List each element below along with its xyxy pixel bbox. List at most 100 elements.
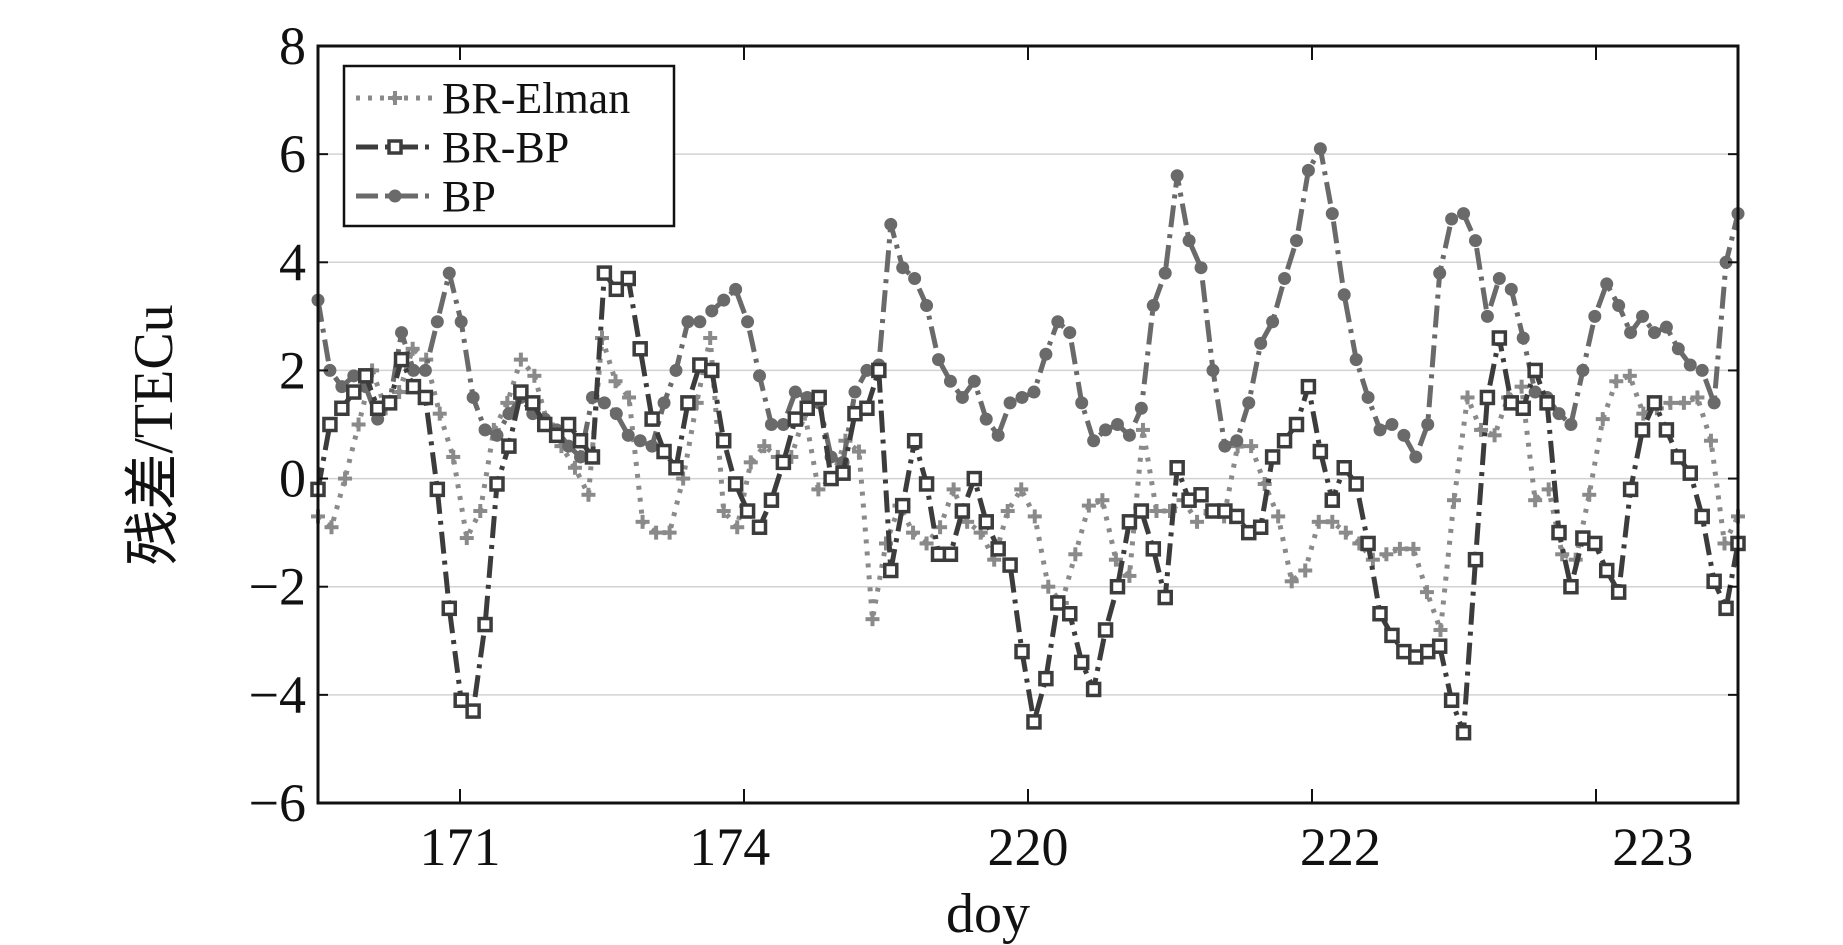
data-point-circle (1373, 423, 1387, 437)
data-point-circle (633, 434, 647, 448)
data-point-circle (406, 363, 420, 377)
data-point-square (1431, 638, 1448, 654)
data-point-circle (1122, 428, 1136, 442)
data-point-circle (1158, 266, 1172, 280)
data-point-circle (1134, 401, 1148, 415)
data-point-circle (979, 412, 993, 426)
data-point-square (560, 416, 577, 433)
data-point-plus (1419, 585, 1434, 600)
data-point-circle (967, 374, 981, 388)
data-point-plus (1122, 568, 1137, 583)
data-point-circle (609, 407, 623, 421)
legend-label: BR-BP (442, 123, 569, 172)
data-point-plus (1703, 433, 1718, 448)
legend-entry: BR-Elman (356, 74, 630, 123)
data-point-square (1193, 487, 1209, 503)
data-point-circle (920, 299, 934, 313)
data-point-square (1706, 573, 1722, 590)
data-point-square (548, 427, 565, 444)
data-point-circle (1289, 234, 1303, 248)
data-point-circle (1552, 407, 1566, 421)
data-point-plus (338, 471, 353, 486)
data-point-plus (851, 444, 866, 459)
data-point-circle (1015, 390, 1029, 404)
data-point-circle (896, 261, 910, 275)
data-point-plus (1284, 574, 1299, 589)
data-point-square (1097, 622, 1114, 638)
data-point-plus (1447, 493, 1461, 508)
data-point-plus (1622, 368, 1637, 383)
data-point-circle (1266, 315, 1280, 329)
data-point-plus (1365, 552, 1380, 567)
legend-entry: BP (356, 172, 496, 221)
data-point-plus (1068, 547, 1083, 562)
data-point-plus (1676, 395, 1691, 410)
data-point-plus (1609, 374, 1624, 389)
data-point-square (1479, 389, 1496, 406)
data-point-circle (335, 380, 349, 394)
data-point-circle (1349, 353, 1363, 367)
data-point-plus (513, 352, 528, 367)
data-point-square (334, 400, 350, 417)
data-point-circle (1337, 288, 1351, 302)
data-point-circle (395, 326, 409, 340)
data-point-circle (884, 217, 898, 231)
data-point-circle (932, 353, 946, 367)
data-point-square (513, 384, 529, 400)
data-point-plus (351, 417, 366, 432)
y-axis-label: 残差/TECu (123, 304, 185, 565)
data-point-square (668, 460, 684, 476)
data-point-circle (1325, 207, 1339, 221)
data-point-square (596, 265, 613, 281)
data-point-circle (705, 304, 719, 318)
data-point-circle (1576, 363, 1590, 377)
data-point-circle (1588, 309, 1602, 323)
data-point-plus (1027, 509, 1042, 524)
data-point-square (966, 470, 983, 487)
data-point-square (727, 476, 744, 492)
data-point-circle (1707, 396, 1721, 410)
data-point-plus (919, 536, 934, 551)
data-point-square (990, 541, 1006, 557)
data-point-circle (1170, 169, 1184, 183)
data-point-plus (1528, 493, 1543, 508)
data-point-square (1038, 670, 1054, 687)
data-point-plus (1595, 412, 1610, 427)
data-point-square (381, 395, 398, 411)
data-point-circle (1468, 234, 1482, 248)
data-point-square (1062, 606, 1078, 622)
data-point-circle (1480, 309, 1494, 323)
data-point-plus (635, 514, 650, 529)
data-point-circle (502, 407, 516, 421)
data-point-circle (1421, 418, 1435, 431)
data-point-plus (1474, 422, 1489, 437)
data-point-square (1455, 724, 1472, 741)
data-point-square (894, 497, 911, 514)
data-point-square (1014, 643, 1030, 660)
data-point-circle (1182, 234, 1196, 248)
data-point-plus (1257, 476, 1272, 491)
data-point-circle (657, 396, 671, 410)
data-point-plus (1717, 536, 1732, 551)
data-point-plus (649, 525, 664, 540)
data-point-square (405, 378, 422, 395)
x-tick-label: 174 (689, 817, 770, 877)
data-point-circle (1003, 396, 1017, 410)
data-point-plus (405, 341, 420, 356)
data-point-plus (1000, 504, 1015, 519)
data-point-plus (1014, 482, 1029, 497)
data-point-square (883, 562, 899, 579)
data-point-square (680, 395, 696, 411)
data-point-plus (1135, 422, 1150, 437)
data-point-square (1133, 503, 1150, 519)
data-point-square (620, 270, 637, 287)
data-point-square (918, 476, 935, 492)
data-point-plus (1663, 395, 1678, 410)
x-axis-label: doy (946, 883, 1030, 945)
data-point-square (978, 514, 994, 530)
data-point-circle (1027, 385, 1041, 399)
data-point-plus (1690, 390, 1705, 405)
data-point-circle (955, 390, 969, 404)
data-point-plus (811, 482, 826, 497)
